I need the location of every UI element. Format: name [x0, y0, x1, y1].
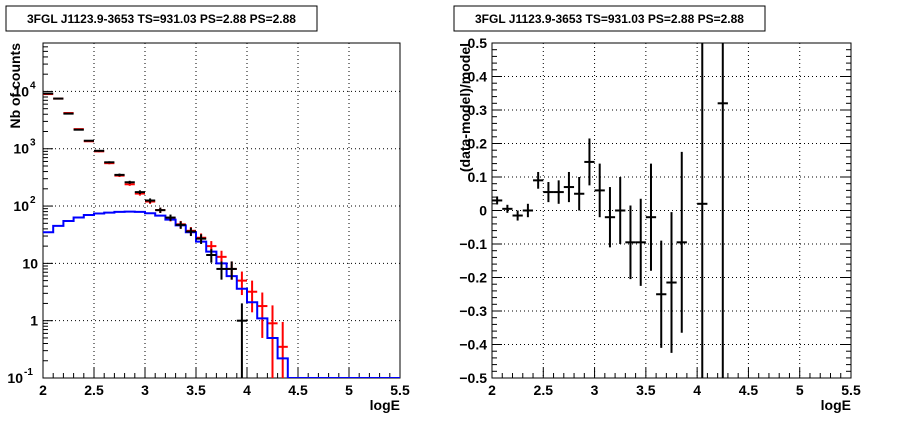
plot-area	[492, 43, 728, 378]
y-tick-label: 10	[13, 83, 29, 99]
series-2	[43, 210, 400, 378]
plot-frame	[42, 42, 401, 379]
y-tick-label: −0.1	[459, 236, 487, 252]
chart-title: 3FGL J1123.9-3653 TS=931.03 PS=2.88 PS=2…	[475, 12, 744, 26]
chart-panel-2: 2 2.5 3 3.5 4 4.5 5 5.5 −0.5 −0.4 −0.3 −0.2 −0.1 0 0.1…	[453, 5, 861, 413]
x-tick-label: 2	[488, 382, 496, 398]
x-axis-ticks: 2 2.5 3 3.5 4 4.5 5 5.5	[488, 368, 861, 398]
x-axis-title: logE	[370, 397, 400, 413]
x-tick-label: 2	[39, 382, 47, 398]
grid-lines	[42, 43, 401, 379]
series-1	[492, 43, 728, 378]
x-axis-ticks: 2 2.5 3 3.5 4 4.5 5 5.5	[39, 368, 410, 398]
x-tick-label: 4.5	[739, 382, 759, 398]
y-tick-label: 0.4	[468, 69, 488, 85]
x-tick-label: 5	[796, 382, 804, 398]
x-tick-label: 3.5	[186, 382, 206, 398]
x-tick-label: 4.5	[288, 382, 308, 398]
title-box	[453, 5, 766, 32]
y-axis-title: Nb of counts	[7, 43, 23, 129]
y-tick-label: −0.4	[459, 337, 487, 353]
x-tick-label: 4	[243, 382, 251, 398]
series-3	[43, 92, 247, 378]
y-axis-title: (data-model)/model	[457, 43, 473, 172]
y-tick-label: 10	[13, 198, 29, 214]
y-axis-ticks: −0.5 −0.4 −0.3 −0.2 −0.1 0 0.1 0.2 0.3 0.4 0.5	[459, 35, 851, 386]
y-tick-label: 1	[30, 313, 38, 329]
y-tick-label-exponent: 4	[30, 80, 36, 91]
chart-title: 3FGL J1123.9-3653 TS=931.03 PS=2.88 PS=2…	[27, 12, 296, 26]
model-curve	[43, 210, 400, 378]
x-tick-label: 2.5	[534, 382, 554, 398]
x-tick-label: 2.5	[84, 382, 104, 398]
y-tick-label: 10	[13, 141, 29, 157]
x-tick-label: 5	[345, 382, 353, 398]
series-1	[43, 93, 288, 378]
x-axis-title: logE	[821, 397, 851, 413]
y-tick-label-exponent: 2	[30, 195, 36, 206]
y-tick-label: 0	[479, 203, 487, 219]
plot-area	[43, 92, 400, 378]
x-tick-label: 4	[693, 382, 701, 398]
x-tick-label: 3	[141, 382, 149, 398]
y-tick-label-exponent: 3	[30, 138, 36, 149]
y-tick-label-exponent: -1	[24, 367, 33, 378]
y-tick-label: 10	[22, 255, 38, 271]
x-tick-label: 5.5	[841, 382, 861, 398]
y-tick-label: 0.5	[468, 35, 488, 51]
y-tick-label: 0.3	[468, 102, 488, 118]
x-tick-label: 3.5	[636, 382, 656, 398]
y-tick-label: 0.2	[468, 136, 488, 152]
y-tick-label: −0.5	[459, 370, 487, 386]
y-tick-label: −0.3	[459, 303, 487, 319]
x-tick-label: 3	[591, 382, 599, 398]
y-tick-label: 10	[7, 370, 23, 386]
title-box	[5, 5, 318, 32]
y-tick-label: 0.1	[468, 169, 488, 185]
y-tick-label: −0.2	[459, 270, 487, 286]
x-tick-label: 5.5	[390, 382, 410, 398]
